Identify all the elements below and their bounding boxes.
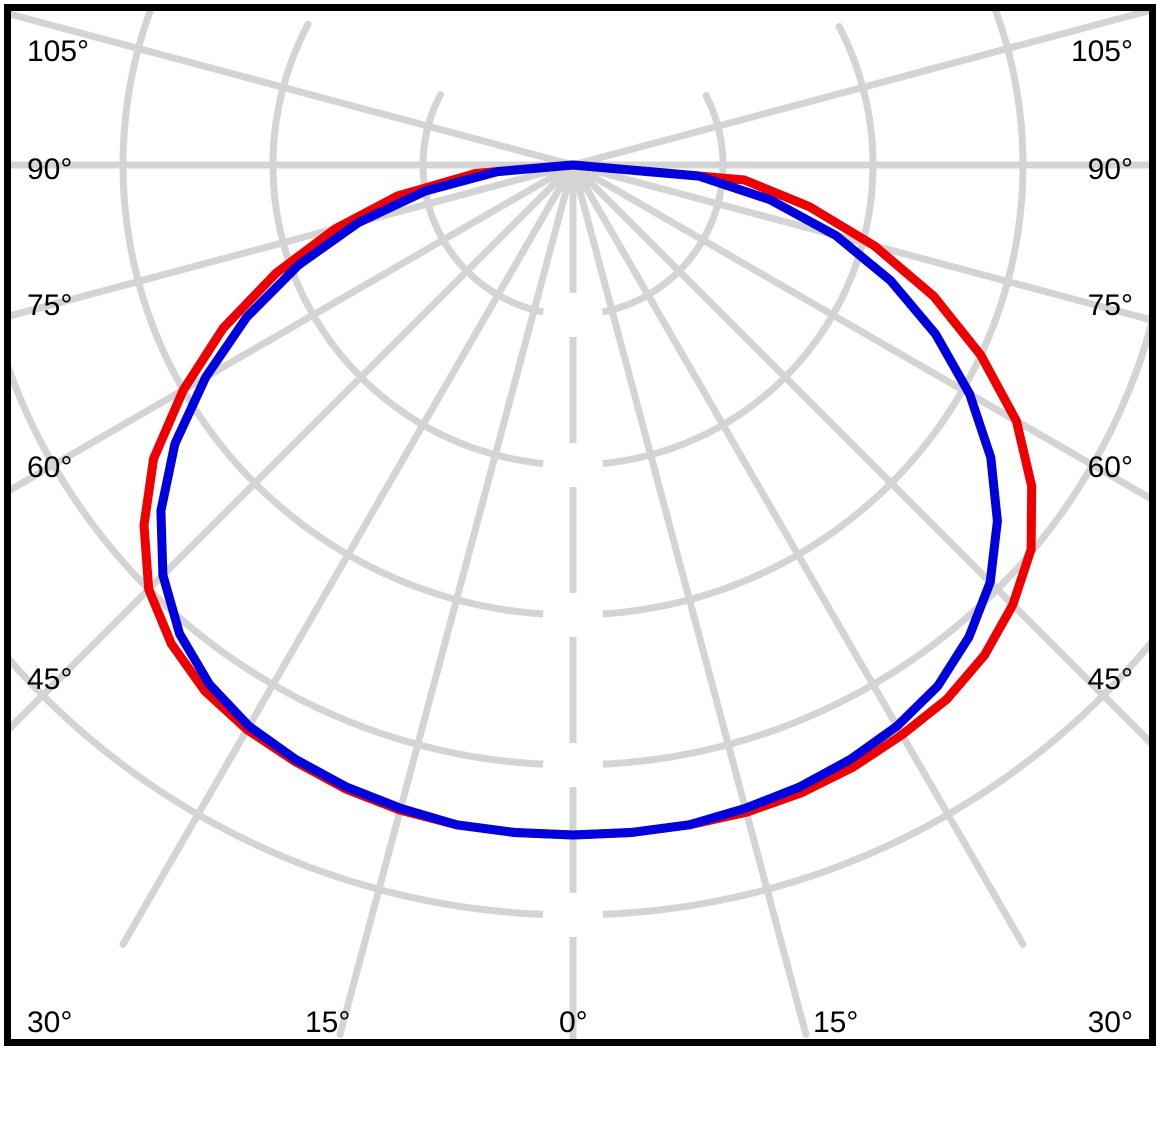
intensity-curves xyxy=(139,160,1037,840)
angle-label-right-90: 90° xyxy=(1087,153,1133,186)
angle-label-left-60: 60° xyxy=(27,451,73,484)
polar-plot-frame: 105° 90° 75° 60° 45° 30° 105° 90° 75° 60… xyxy=(4,4,1156,1046)
angle-label-right-75: 75° xyxy=(1087,289,1133,322)
angle-label-left-105: 105° xyxy=(27,35,90,68)
angle-label-bottom-left-15: 15° xyxy=(305,1006,351,1039)
angle-label-right-105: 105° xyxy=(1070,35,1133,68)
angle-label-right-45: 45° xyxy=(1087,663,1133,696)
curve-c90-c270 xyxy=(156,160,1002,840)
angle-label-right-30: 30° xyxy=(1087,1006,1133,1039)
chart-footer: cd/klm η = 100% C0 - C180 C90 - C270 xyxy=(0,1046,1164,1140)
angle-label-right-60: 60° xyxy=(1087,451,1133,484)
angle-label-left-30: 30° xyxy=(27,1006,73,1039)
angle-label-left-45: 45° xyxy=(27,663,73,696)
angle-label-left-90: 90° xyxy=(27,153,73,186)
angle-label-bottom-0: 0° xyxy=(559,1006,588,1039)
polar-grid-and-curves xyxy=(11,11,1149,1039)
angle-label-left-75: 75° xyxy=(27,289,73,322)
angle-label-bottom-right-15: 15° xyxy=(813,1006,859,1039)
